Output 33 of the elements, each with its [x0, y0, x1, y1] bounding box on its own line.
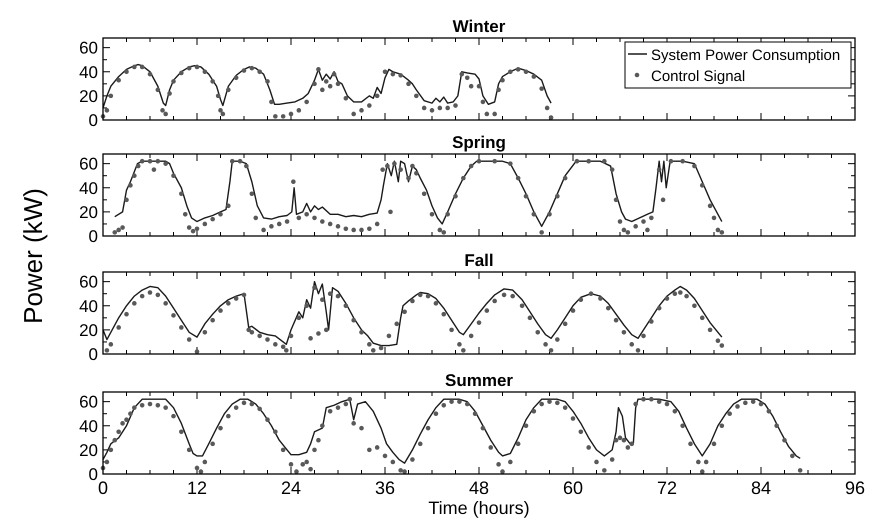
y-tick-label: 60: [79, 272, 98, 292]
chart-title: Summer: [444, 371, 514, 390]
y-tick-label: 40: [79, 416, 98, 436]
x-tick-label: 48: [468, 478, 490, 498]
x-axis-title: Time (hours): [428, 498, 530, 518]
line-series: [102, 64, 552, 109]
y-tick-label: 60: [79, 154, 98, 174]
y-tick-label: 20: [79, 202, 98, 222]
y-tick-label: 20: [79, 440, 98, 460]
y-tick-label: 60: [79, 38, 98, 58]
legend-label: Control Signal: [651, 68, 746, 85]
y-tick-label: 0: [88, 227, 98, 246]
y-tick-label: 40: [79, 296, 98, 316]
chart-title: Fall: [464, 251, 494, 270]
chart-title: Winter: [452, 17, 506, 36]
y-tick-label: 20: [79, 320, 98, 340]
y-tick-label: 40: [79, 178, 98, 198]
y-tick-label: 0: [88, 345, 98, 364]
chart-title: Spring: [452, 133, 506, 152]
y-tick-label: 40: [79, 62, 98, 82]
x-tick-label: 24: [280, 478, 302, 498]
y-axis-title: Power (kW): [18, 188, 48, 324]
x-tick-label: 72: [656, 478, 678, 498]
x-tick-label: 36: [374, 478, 396, 498]
x-tick-label: 60: [562, 478, 584, 498]
legend-label: System Power Consumption: [651, 47, 840, 64]
y-tick-label: 20: [79, 86, 98, 106]
y-tick-label: 60: [79, 392, 98, 412]
x-tick-label: 96: [844, 478, 866, 498]
x-tick-label: 84: [750, 478, 772, 498]
y-tick-label: 0: [88, 111, 98, 130]
x-tick-label: 12: [186, 478, 208, 498]
y-tick-label: 0: [88, 465, 98, 484]
